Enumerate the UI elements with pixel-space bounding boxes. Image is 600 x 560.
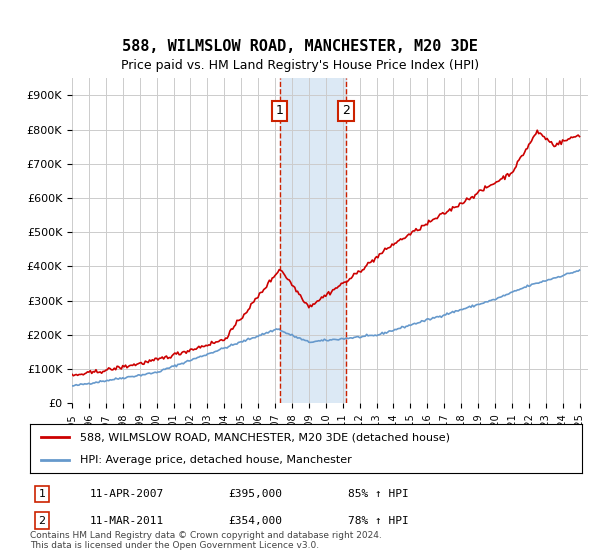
Text: 2: 2 (342, 104, 350, 118)
Text: 11-MAR-2011: 11-MAR-2011 (90, 516, 164, 526)
Text: 2: 2 (38, 516, 46, 526)
Bar (280, 78, 346, 403)
Text: 11-APR-2007: 11-APR-2007 (90, 489, 164, 499)
Text: HPI: Average price, detached house, Manchester: HPI: Average price, detached house, Manc… (80, 455, 352, 465)
Text: 588, WILMSLOW ROAD, MANCHESTER, M20 3DE: 588, WILMSLOW ROAD, MANCHESTER, M20 3DE (122, 39, 478, 54)
Text: 588, WILMSLOW ROAD, MANCHESTER, M20 3DE (detached house): 588, WILMSLOW ROAD, MANCHESTER, M20 3DE … (80, 432, 449, 442)
Text: Contains HM Land Registry data © Crown copyright and database right 2024.
This d: Contains HM Land Registry data © Crown c… (30, 530, 382, 550)
Text: £395,000: £395,000 (228, 489, 282, 499)
Text: 1: 1 (275, 104, 284, 118)
Text: £354,000: £354,000 (228, 516, 282, 526)
Text: 1: 1 (38, 489, 46, 499)
Text: Price paid vs. HM Land Registry's House Price Index (HPI): Price paid vs. HM Land Registry's House … (121, 59, 479, 72)
Text: 78% ↑ HPI: 78% ↑ HPI (348, 516, 409, 526)
Text: 85% ↑ HPI: 85% ↑ HPI (348, 489, 409, 499)
